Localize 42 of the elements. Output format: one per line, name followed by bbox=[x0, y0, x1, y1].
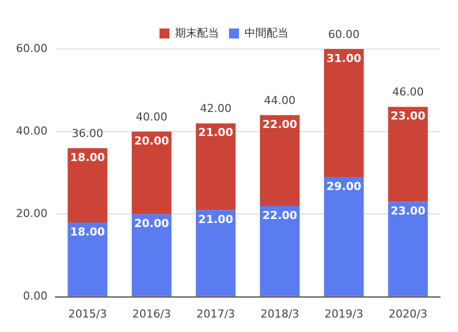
total-label: 44.00 bbox=[264, 94, 296, 107]
bar bbox=[260, 206, 300, 296]
total-label: 60.00 bbox=[328, 28, 360, 41]
data-label: 20.00 bbox=[134, 134, 170, 148]
bar bbox=[68, 148, 108, 222]
data-label: 21.00 bbox=[198, 212, 234, 226]
data-label: 18.00 bbox=[70, 150, 106, 164]
bar bbox=[132, 132, 172, 214]
x-tick-label: 2018/3 bbox=[260, 307, 300, 320]
x-tick-label: 2017/3 bbox=[196, 307, 236, 320]
data-label: 29.00 bbox=[326, 180, 362, 193]
total-label: 40.00 bbox=[136, 110, 168, 124]
legend-label: 期末配当 bbox=[175, 26, 219, 40]
data-label: 18.00 bbox=[70, 225, 106, 238]
bar bbox=[388, 106, 428, 202]
data-label: 23.00 bbox=[390, 110, 426, 123]
x-tick-label: 2020/3 bbox=[388, 307, 428, 320]
data-label: 21.00 bbox=[198, 126, 234, 140]
bar bbox=[324, 49, 364, 178]
data-label: 22.00 bbox=[262, 208, 298, 222]
total-label: 46.00 bbox=[392, 86, 424, 99]
y-tick-label: 60.00 bbox=[16, 42, 48, 55]
total-label: 36.00 bbox=[72, 126, 104, 140]
data-label: 31.00 bbox=[326, 52, 362, 65]
legend-label: 中間配当 bbox=[244, 26, 288, 40]
bar bbox=[388, 202, 428, 296]
data-label: 22.00 bbox=[262, 118, 298, 131]
bar bbox=[196, 210, 236, 296]
data-label: 23.00 bbox=[390, 204, 426, 218]
bar bbox=[132, 214, 172, 296]
bar bbox=[68, 222, 108, 296]
y-tick-label: 20.00 bbox=[16, 207, 48, 220]
x-tick-label: 2016/3 bbox=[132, 307, 171, 320]
x-tick-label: 2019/3 bbox=[324, 307, 364, 320]
x-tick-label: 2015/3 bbox=[68, 307, 107, 320]
bar bbox=[260, 115, 300, 206]
y-tick-label: 40.00 bbox=[16, 124, 48, 138]
bar bbox=[324, 177, 364, 296]
total-label: 42.00 bbox=[200, 102, 232, 116]
y-tick-label: 0.00 bbox=[22, 290, 48, 303]
bar bbox=[196, 123, 236, 210]
data-label: 20.00 bbox=[134, 217, 170, 230]
